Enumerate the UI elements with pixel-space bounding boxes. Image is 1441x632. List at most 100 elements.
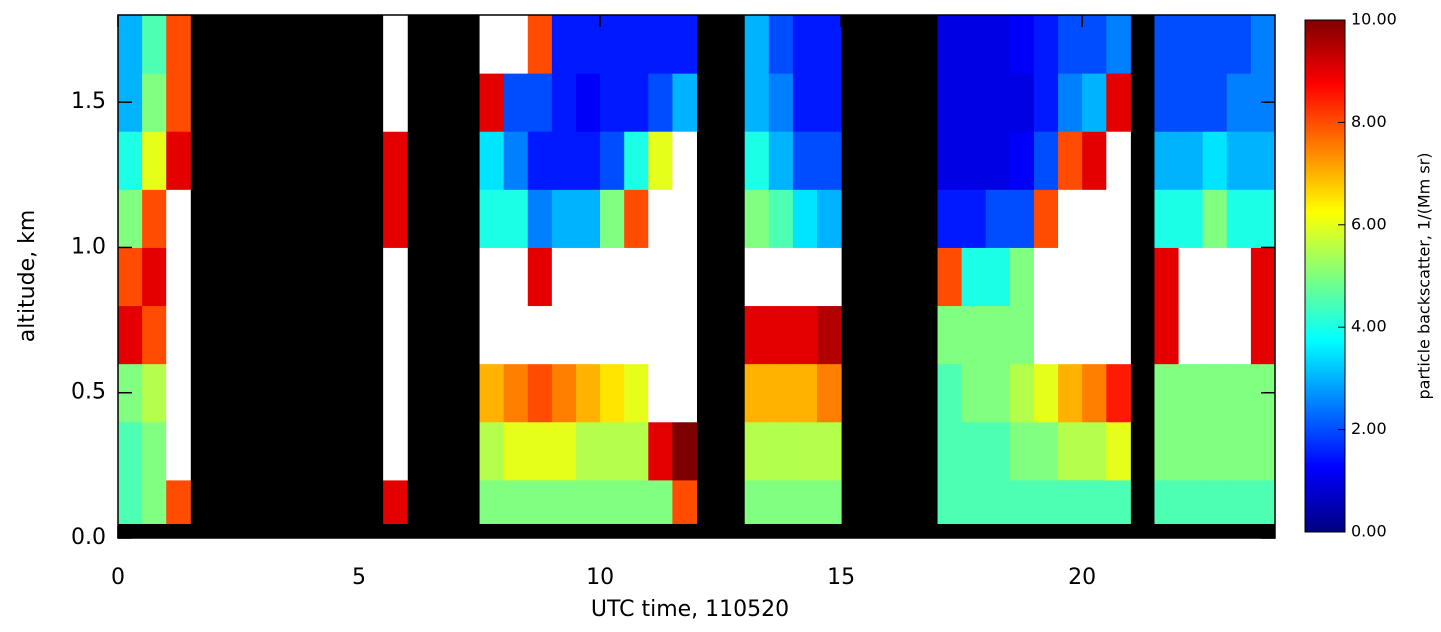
heat-cell (1154, 73, 1180, 132)
heat-cell (672, 15, 697, 74)
y-tick-label: 0.0 (71, 525, 106, 550)
heat-cell (551, 479, 577, 524)
heat-cell (1250, 305, 1276, 365)
heat-cell (383, 363, 408, 423)
heat-cell (1154, 479, 1180, 524)
heat-cell (1178, 305, 1204, 365)
heat-cell (118, 421, 143, 481)
heat-cell (479, 479, 505, 524)
heat-cell (744, 421, 770, 481)
heat-cell (792, 189, 818, 248)
heat-cell (1106, 189, 1131, 248)
heat-cell (961, 305, 987, 365)
heat-cell (527, 73, 553, 132)
heat-cell (503, 479, 529, 524)
heat-cell (768, 479, 794, 524)
heat-cell (937, 73, 963, 132)
heat-cell (383, 479, 408, 524)
heat-cell (1106, 421, 1131, 481)
heat-cell (575, 421, 601, 481)
heat-cell (551, 73, 577, 132)
heat-cell (1226, 189, 1252, 248)
heat-cell (479, 189, 505, 248)
heat-cell (1178, 247, 1204, 307)
heat-cell (672, 189, 697, 248)
heat-cell (672, 479, 697, 524)
heat-cell (985, 189, 1011, 248)
heat-cell (1033, 15, 1059, 74)
heat-cell (985, 15, 1011, 74)
heat-cell (648, 189, 673, 248)
colorbar-label: particle backscatter, 1/(Mm sr) (1415, 153, 1434, 400)
heat-cell (792, 305, 818, 365)
heat-cell (600, 305, 625, 365)
heat-cell (383, 305, 408, 365)
heat-cell (744, 363, 770, 423)
heat-cell (624, 479, 649, 524)
heat-cell (1058, 421, 1083, 481)
x-tick-label: 10 (586, 565, 614, 590)
heat-cell (142, 131, 167, 190)
heat-cell (1178, 131, 1204, 190)
heat-cell (527, 479, 553, 524)
heat-cell (1250, 189, 1276, 248)
heat-cell (1058, 131, 1083, 190)
heat-cell (768, 421, 794, 481)
heat-cell (1009, 131, 1035, 190)
heat-cell (600, 363, 625, 423)
heat-cell (527, 131, 553, 190)
heat-cell (1058, 15, 1083, 74)
heat-cell (1033, 421, 1059, 481)
heat-cell (1106, 305, 1131, 365)
heat-cell (1033, 363, 1059, 423)
heat-cell (1106, 479, 1131, 524)
heat-cell (961, 247, 987, 307)
heat-cell (648, 15, 673, 74)
heat-cell (937, 479, 963, 524)
heat-cell (817, 131, 842, 190)
heat-cell (142, 479, 167, 524)
heat-cell (817, 15, 842, 74)
x-tick-label: 5 (352, 565, 366, 590)
heat-cell (648, 421, 673, 481)
heat-cell (1250, 421, 1276, 481)
heat-cell (575, 189, 601, 248)
heat-cell (792, 15, 818, 74)
heat-cell (648, 305, 673, 365)
colorbar (1304, 19, 1346, 533)
heat-cell (1178, 479, 1204, 524)
heat-cell (503, 363, 529, 423)
heat-cell (1226, 479, 1252, 524)
heat-cell (1226, 15, 1252, 74)
heat-cell (1178, 363, 1204, 423)
heat-cell (503, 305, 529, 365)
heat-cell (142, 305, 167, 365)
colorbar-tick-label: 6.00 (1351, 214, 1387, 233)
heat-cell (744, 305, 770, 365)
heat-cell (985, 479, 1011, 524)
heat-cell (1082, 479, 1107, 524)
heat-cell (1009, 247, 1035, 307)
heat-cell (985, 363, 1011, 423)
heat-cell (551, 421, 577, 481)
heat-cell (1178, 421, 1204, 481)
heat-cell (672, 421, 697, 481)
heat-cell (768, 363, 794, 423)
heat-cell (1250, 15, 1276, 74)
colorbar-tick-label: 8.00 (1351, 112, 1387, 131)
heat-cell (985, 247, 1011, 307)
heat-cell (624, 363, 649, 423)
heat-cell (817, 479, 842, 524)
heat-cell (1226, 247, 1252, 307)
heat-cell (1033, 247, 1059, 307)
heat-cell (551, 247, 577, 307)
x-tick-label: 20 (1068, 565, 1096, 590)
heat-cell (1106, 73, 1131, 132)
heat-cell (768, 73, 794, 132)
heat-cell (1082, 247, 1107, 307)
heat-cell (1202, 15, 1228, 74)
heat-cell (1058, 247, 1083, 307)
colorbar-tick-label: 0.00 (1351, 522, 1387, 541)
heat-cell (551, 305, 577, 365)
heat-cell (624, 131, 649, 190)
